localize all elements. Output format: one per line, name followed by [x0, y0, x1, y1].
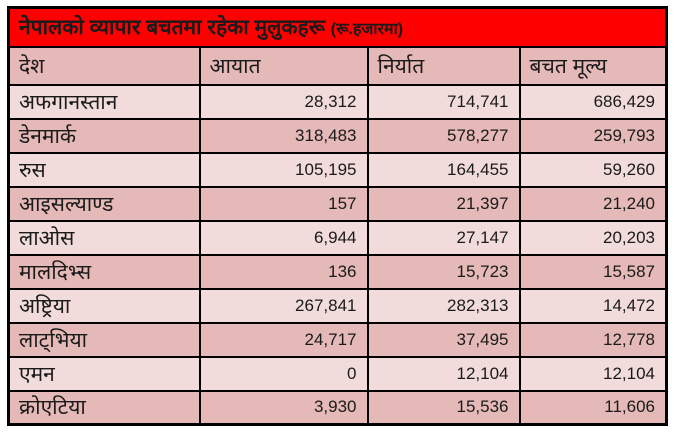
export-cell: 578,277 — [366, 117, 521, 154]
header-row: देश आयात निर्यात बचत मूल्य — [7, 45, 668, 86]
import-cell: 136 — [198, 253, 369, 290]
country-cell: मालदिभ्स — [7, 253, 201, 290]
balance-cell: 12,104 — [518, 355, 668, 392]
balance-cell: 12,778 — [518, 321, 668, 358]
export-cell: 12,104 — [366, 355, 521, 392]
table-row: अष्ट्रिया 267,841 282,313 14,472 — [7, 287, 668, 324]
country-cell: आइसल्याण्ड — [7, 185, 201, 222]
balance-cell: 20,203 — [518, 219, 668, 256]
import-cell: 157 — [198, 185, 369, 222]
export-cell: 164,455 — [366, 151, 521, 188]
header-balance: बचत मूल्य — [518, 45, 668, 86]
import-cell: 105,195 — [198, 151, 369, 188]
export-cell: 27,147 — [366, 219, 521, 256]
country-cell: लाओस — [7, 219, 201, 256]
table-row: लाट्भिया 24,717 37,495 12,778 — [7, 321, 668, 358]
country-cell: अष्ट्रिया — [7, 287, 201, 324]
table-row: अफगानस्तान 28,312 714,741 686,429 — [7, 83, 668, 120]
import-cell: 318,483 — [198, 117, 369, 154]
balance-cell: 15,587 — [518, 253, 668, 290]
trade-surplus-table: नेपालको व्यापार बचतमा रहेका मुलुकहरू (रू… — [7, 6, 669, 426]
balance-cell: 686,429 — [518, 83, 668, 120]
export-cell: 37,495 — [366, 321, 521, 358]
import-cell: 6,944 — [198, 219, 369, 256]
table-row: रुस 105,195 164,455 59,260 — [7, 151, 668, 188]
import-cell: 267,841 — [198, 287, 369, 324]
country-cell: अफगानस्तान — [7, 83, 201, 120]
export-cell: 15,536 — [366, 389, 521, 426]
table-title: नेपालको व्यापार बचतमा रहेका मुलुकहरू (रू… — [7, 6, 668, 48]
balance-cell: 21,240 — [518, 185, 668, 222]
import-cell: 3,930 — [198, 389, 369, 426]
country-cell: रुस — [7, 151, 201, 188]
import-cell: 0 — [198, 355, 369, 392]
table-row: आइसल्याण्ड 157 21,397 21,240 — [7, 185, 668, 222]
export-cell: 282,313 — [366, 287, 521, 324]
spreadsheet-area: नेपालको व्यापार बचतमा रहेका मुलुकहरू (रू… — [7, 6, 669, 426]
header-import: आयात — [198, 45, 369, 86]
country-cell: एमन — [7, 355, 201, 392]
export-cell: 15,723 — [366, 253, 521, 290]
table-row: मालदिभ्स 136 15,723 15,587 — [7, 253, 668, 290]
header-export: निर्यात — [366, 45, 521, 86]
balance-cell: 259,793 — [518, 117, 668, 154]
table-row: एमन 0 12,104 12,104 — [7, 355, 668, 392]
country-cell: लाट्भिया — [7, 321, 201, 358]
country-cell: डेनमार्क — [7, 117, 201, 154]
header-country: देश — [7, 45, 201, 86]
balance-cell: 11,606 — [518, 389, 668, 426]
table-title-unit: (रू.हजारमा) — [330, 21, 404, 39]
export-cell: 21,397 — [366, 185, 521, 222]
table-row: लाओस 6,944 27,147 20,203 — [7, 219, 668, 256]
import-cell: 28,312 — [198, 83, 369, 120]
import-cell: 24,717 — [198, 321, 369, 358]
balance-cell: 59,260 — [518, 151, 668, 188]
table-row: क्रोएटिया 3,930 15,536 11,606 — [7, 389, 668, 426]
table-row: डेनमार्क 318,483 578,277 259,793 — [7, 117, 668, 154]
title-row: नेपालको व्यापार बचतमा रहेका मुलुकहरू (रू… — [7, 6, 668, 48]
table-title-text: नेपालको व्यापार बचतमा रहेका मुलुकहरू — [19, 16, 325, 40]
export-cell: 714,741 — [366, 83, 521, 120]
country-cell: क्रोएटिया — [7, 389, 201, 426]
balance-cell: 14,472 — [518, 287, 668, 324]
